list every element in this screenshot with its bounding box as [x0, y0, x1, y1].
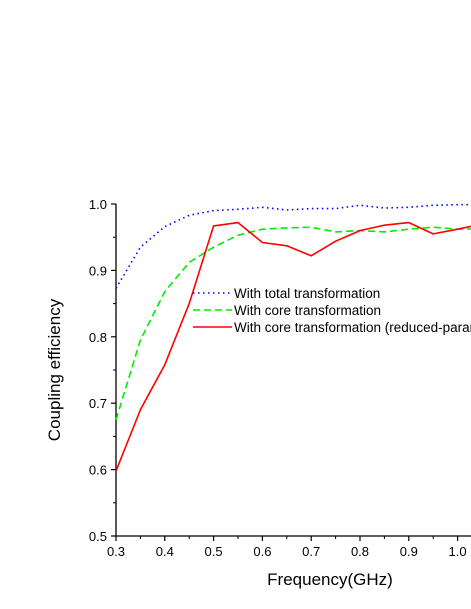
series-layer: [115, 203, 471, 472]
y-axis-label: Coupling efficiency: [45, 298, 64, 441]
series-line-3: [115, 221, 471, 472]
axes: [115, 204, 471, 537]
series-line-1: [115, 203, 471, 289]
legend-label-1: With total transformation: [234, 286, 380, 301]
ticks: 0.5 0.6 0.7 0.8 0.9 1.0 0.3 0.4 0.5 0.6 0.7 0.8 0.9 1…: [89, 197, 467, 559]
series-line-2: [115, 226, 471, 421]
y-tick-label: 0.5: [89, 529, 107, 544]
x-tick-label: 0.9: [400, 544, 418, 559]
x-tick-label: 0.3: [107, 544, 125, 559]
x-tick-label: 0.8: [351, 544, 369, 559]
x-axis-label: Frequency(GHz): [267, 570, 393, 589]
legend-label-3: With core transformation (reduced-parame…: [234, 320, 471, 335]
y-tick-label: 0.6: [89, 463, 107, 478]
x-tick-label: 1.0: [449, 544, 467, 559]
x-tick-label: 0.7: [302, 544, 320, 559]
y-tick-label: 0.8: [89, 330, 107, 345]
x-tick-label: 0.5: [205, 544, 223, 559]
y-tick-label: 0.7: [89, 396, 107, 411]
y-tick-label: 0.9: [89, 263, 107, 278]
y-tick-label: 1.0: [89, 197, 107, 212]
legend-label-2: With core transformation: [234, 303, 381, 318]
legend: With total transformation With core trans…: [193, 286, 471, 335]
x-tick-label: 0.4: [156, 544, 174, 559]
x-tick-label: 0.6: [253, 544, 271, 559]
